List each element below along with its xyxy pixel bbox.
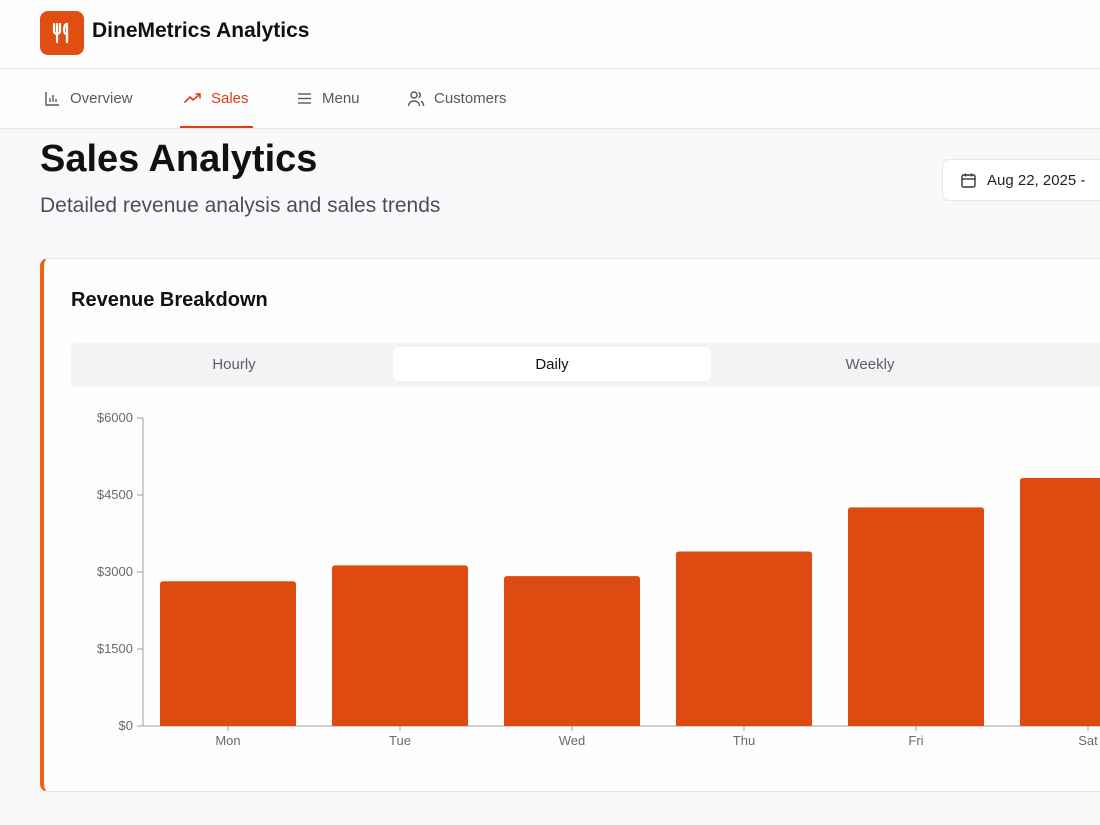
tab-sales[interactable]: Sales — [180, 69, 253, 128]
app-logo[interactable] — [40, 11, 84, 55]
menu-lines-icon — [298, 93, 311, 104]
tab-menu[interactable]: Menu — [296, 69, 360, 128]
main-nav: Overview Sales Menu Customers — [0, 69, 1100, 129]
tab-hourly[interactable]: Hourly — [212, 355, 256, 373]
calendar-icon — [961, 173, 976, 188]
tab-weekly[interactable]: Weekly — [845, 355, 895, 373]
page-subtitle: Detailed revenue analysis and sales tren… — [40, 194, 441, 217]
bar-thu[interactable] — [676, 551, 812, 726]
bar-tue[interactable] — [332, 565, 468, 726]
tab-customers[interactable]: Customers — [407, 69, 507, 128]
bar-sat[interactable] — [1020, 478, 1100, 726]
bar-fri[interactable] — [848, 507, 984, 726]
card-title: Revenue Breakdown — [71, 289, 268, 311]
date-range-picker[interactable]: Aug 22, 2025 - — [942, 159, 1100, 201]
bar-wed[interactable] — [504, 576, 640, 726]
bar-chart-icon — [45, 92, 59, 106]
utensils-icon — [52, 22, 69, 44]
tab-daily[interactable]: Daily — [393, 347, 711, 381]
tab-overview[interactable]: Overview — [44, 69, 133, 128]
tab-customers-label: Customers — [434, 90, 507, 107]
date-range-label: Aug 22, 2025 - — [987, 171, 1086, 189]
period-tabs: Hourly Daily Weekly — [71, 343, 1100, 387]
page-title: Sales Analytics — [40, 138, 318, 180]
app-title: DineMetrics Analytics — [92, 19, 310, 42]
tab-menu-label: Menu — [322, 90, 360, 107]
tab-sales-label: Sales — [211, 90, 249, 107]
tab-overview-label: Overview — [70, 90, 133, 107]
trending-up-icon — [184, 93, 201, 103]
users-icon — [407, 91, 425, 107]
app-header: DineMetrics Analytics — [0, 0, 1100, 69]
bar-mon[interactable] — [160, 581, 296, 726]
